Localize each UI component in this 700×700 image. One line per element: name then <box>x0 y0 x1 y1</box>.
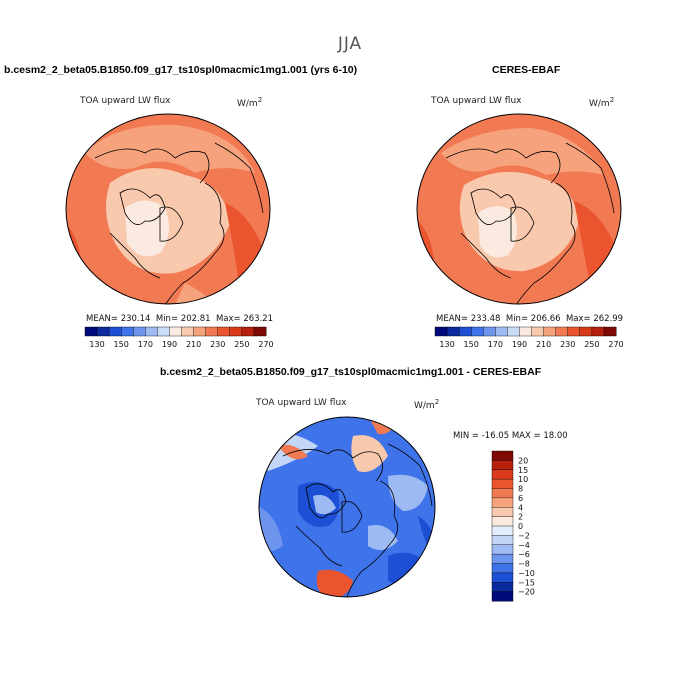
colorbar-tick-label: 130 <box>439 340 454 349</box>
colorbar-tick-label: 230 <box>210 340 225 349</box>
colorbar-tick-label: 8 <box>518 485 523 494</box>
stats-line-left: MEAN= 230.14 Min= 202.81 Max= 263.21 <box>86 314 274 324</box>
colorbar-tick-label: 0 <box>518 522 523 531</box>
colorbar-swatch <box>491 460 514 471</box>
season-title: JJA <box>337 34 363 54</box>
colorbar-tick-label: 270 <box>608 340 623 349</box>
colorbar-tick-label: 170 <box>488 340 503 349</box>
colorbar-swatch <box>603 326 617 337</box>
colorbar-swatch <box>483 326 496 337</box>
variable-label-left: TOA upward LW flux <box>80 96 171 106</box>
colorbar-swatch <box>495 326 508 337</box>
colorbar-tick-label: −10 <box>518 569 535 578</box>
colorbar-swatch <box>543 326 557 337</box>
colorbar-tick-label: −15 <box>518 578 535 587</box>
colorbar-swatch <box>181 326 195 337</box>
colorbar-swatch <box>491 525 514 536</box>
colorbar-swatch <box>169 326 183 337</box>
colorbar-swatch <box>491 563 514 574</box>
colorbar-swatch <box>434 326 448 337</box>
colorbar-swatch <box>491 516 514 527</box>
stats-line-right: MEAN= 233.48 Min= 206.66 Max= 262.99 <box>436 314 624 324</box>
colorbar-tick-label: 210 <box>536 340 551 349</box>
colorbar-swatch <box>491 591 514 602</box>
colorbar-swatch <box>491 450 514 461</box>
colorbar-swatch <box>491 469 514 480</box>
colorbar-swatch <box>491 507 514 518</box>
colorbar-swatch <box>241 326 255 337</box>
colorbar-swatch <box>519 326 533 337</box>
colorbar-right: 130 150 170 190 210 230 250 270 <box>434 326 624 349</box>
obs-header: CERES-EBAF <box>492 64 561 76</box>
colorbar-tick-label: −4 <box>518 541 530 550</box>
colorbar-tick-label: 150 <box>464 340 479 349</box>
colorbar-tick-label: −2 <box>518 531 530 540</box>
colorbar-tick-label: 20 <box>518 456 528 465</box>
colorbar-left: 130 150 170 190 210 230 250 270 <box>84 326 274 349</box>
colorbar-swatch <box>507 326 520 337</box>
colorbar-swatch <box>491 497 514 508</box>
colorbar-swatch <box>491 478 514 490</box>
colorbar-swatch <box>531 326 545 337</box>
colorbar-tick-label: 130 <box>89 340 104 349</box>
colorbar-tick-label: 4 <box>518 503 523 512</box>
colorbar-tick-label: 250 <box>584 340 599 349</box>
units-label-diff: W/m2 <box>414 398 440 411</box>
colorbar-swatch <box>491 572 514 583</box>
colorbar-tick-label: 210 <box>186 340 201 349</box>
colorbar-tick-label: 150 <box>114 340 129 349</box>
colorbar-swatch <box>193 326 207 337</box>
colorbar-swatch <box>217 326 231 337</box>
colorbar-tick-label: −20 <box>518 588 535 597</box>
colorbar-tick-label: 250 <box>234 340 249 349</box>
colorbar-swatch <box>458 326 472 337</box>
colorbar-swatch <box>145 326 158 337</box>
colorbar-swatch <box>555 326 569 337</box>
units-label-right: W/m2 <box>589 96 615 109</box>
colorbar-swatch <box>471 326 484 337</box>
colorbar-swatch <box>229 326 243 337</box>
colorbar-swatch <box>567 326 581 337</box>
colorbar-tick-label: 15 <box>518 466 528 475</box>
colorbar-swatch <box>205 326 219 337</box>
colorbar-swatch <box>96 326 110 337</box>
colorbar-tick-label: 10 <box>518 475 528 484</box>
colorbar-swatch <box>446 326 460 337</box>
units-label-left: W/m2 <box>237 96 263 109</box>
polar-map-difference <box>258 416 436 598</box>
colorbar-swatch <box>491 544 514 555</box>
variable-label-diff: TOA upward LW flux <box>256 398 347 408</box>
minmax-label: MIN = -16.05 MAX = 18.00 <box>453 431 568 441</box>
colorbar-swatch <box>579 326 593 337</box>
colorbar-tick-label: 270 <box>258 340 273 349</box>
colorbar-swatch <box>157 326 170 337</box>
colorbar-swatch <box>108 326 122 337</box>
colorbar-swatch <box>121 326 134 337</box>
colorbar-swatch <box>491 535 514 546</box>
colorbar-tick-label: 2 <box>518 513 523 522</box>
colorbar-tick-label: 170 <box>138 340 153 349</box>
colorbar-swatch <box>491 553 514 565</box>
colorbar-swatch <box>491 582 514 593</box>
colorbar-swatch <box>133 326 146 337</box>
colorbar-swatch <box>491 488 514 499</box>
polar-map-model <box>65 113 271 305</box>
polar-map-obs <box>416 113 622 305</box>
colorbar-tick-label: −6 <box>518 550 530 559</box>
colorbar-swatch <box>253 326 267 337</box>
model-header: b.cesm2_2_beta05.B1850.f09_g17_ts10spl0m… <box>4 64 358 76</box>
colorbar-tick-label: 190 <box>162 340 177 349</box>
variable-label-right: TOA upward LW flux <box>431 96 522 106</box>
colorbar-tick-label: 230 <box>560 340 575 349</box>
difference-header: b.cesm2_2_beta05.B1850.f09_g17_ts10spl0m… <box>160 366 542 378</box>
colorbar-tick-label: 190 <box>512 340 527 349</box>
colorbar-tick-label: −8 <box>518 560 530 569</box>
colorbar-swatch <box>591 326 605 337</box>
colorbar-tick-label: 6 <box>518 494 523 503</box>
colorbar-swatch <box>84 326 98 337</box>
